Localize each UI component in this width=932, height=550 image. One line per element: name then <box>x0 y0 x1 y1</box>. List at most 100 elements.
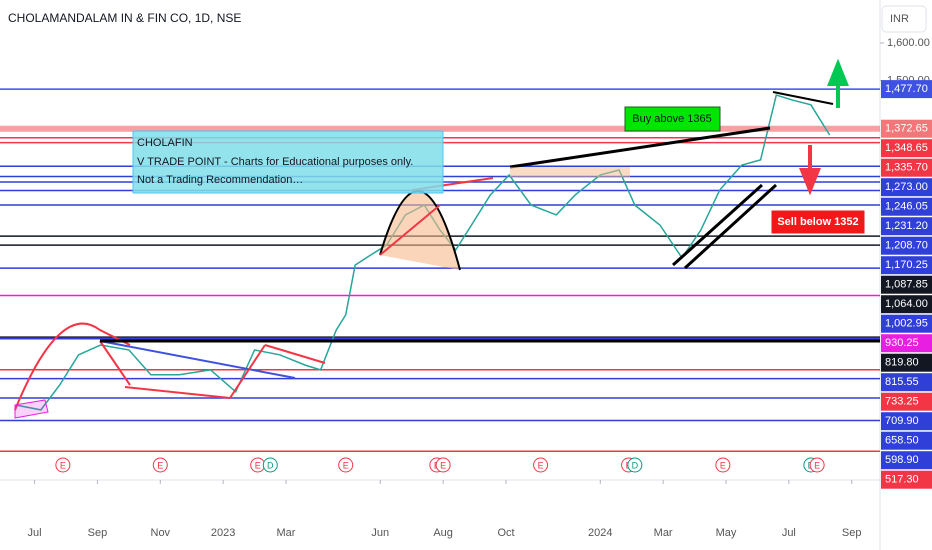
x-tick-label: Mar <box>654 527 673 539</box>
trendline <box>99 340 131 386</box>
event-label: E <box>720 460 726 470</box>
triangle <box>14 399 49 419</box>
level-label-bg <box>881 451 932 470</box>
sell-label: Sell below 1352 <box>777 216 858 228</box>
event-label: D <box>632 460 639 470</box>
x-tick-label: Mar <box>277 527 296 539</box>
x-tick-label: 2024 <box>588 527 612 539</box>
event-label: E <box>255 460 261 470</box>
x-tick-label: May <box>716 527 737 539</box>
level-label-bg <box>881 236 932 255</box>
x-tick-label: Jul <box>28 527 42 539</box>
zone <box>510 167 630 177</box>
event-marker <box>715 457 731 473</box>
level-label: 1,348.65 <box>885 142 928 154</box>
x-tick-label: Aug <box>433 527 453 539</box>
level-label-bg <box>881 353 932 372</box>
x-tick-label: Sep <box>88 527 108 539</box>
x-tick-label: Jul <box>782 527 796 539</box>
level-label: 598.90 <box>885 454 919 466</box>
trendline <box>99 340 296 379</box>
currency: INR <box>890 13 909 25</box>
up-arrow <box>827 58 849 108</box>
symbol-title: CHOLAMANDALAM IN & FIN CO, 1D, NSE <box>8 11 241 25</box>
arc <box>14 322 131 411</box>
x-tick-label: Sep <box>842 527 862 539</box>
trendline <box>379 204 441 256</box>
note-text: Not a Trading Recommendation… <box>137 174 303 186</box>
buy-label: Buy above 1365 <box>632 113 712 125</box>
event-label: E <box>157 460 163 470</box>
trendline <box>683 183 778 270</box>
x-tick-label: Oct <box>497 527 514 539</box>
level-label-bg <box>881 139 932 158</box>
level-label-bg <box>881 80 932 99</box>
level-label-bg <box>881 373 932 392</box>
down-arrow <box>799 145 821 196</box>
y-tick-label: 1,600.00 <box>887 37 930 49</box>
event-label: D <box>267 460 274 470</box>
event-marker <box>152 457 168 473</box>
sell-box <box>770 209 866 235</box>
event-marker <box>338 457 354 473</box>
note-text: CHOLAFIN <box>137 137 193 149</box>
level-label: 658.50 <box>885 435 919 447</box>
level-label-bg <box>881 334 932 353</box>
event-marker <box>627 457 643 473</box>
currency-box <box>881 5 927 33</box>
level-label: 1,231.20 <box>885 220 928 232</box>
note-text: V TRADE POINT - Charts for Educational p… <box>137 156 413 168</box>
level-label: 1,208.70 <box>885 240 928 252</box>
x-tick-label: 2023 <box>211 527 235 539</box>
level-label: 517.30 <box>885 474 919 486</box>
dome-fill <box>380 191 460 270</box>
level-label-bg <box>881 217 932 236</box>
trendline <box>229 344 266 399</box>
level-label-bg <box>881 392 932 411</box>
event-marker <box>262 457 278 473</box>
level-label: 1,064.00 <box>885 298 928 310</box>
level-label: 930.25 <box>885 337 919 349</box>
level-label: 1,335.70 <box>885 162 928 174</box>
level-label: 1,002.95 <box>885 318 928 330</box>
level-label-bg <box>881 470 932 489</box>
trendline <box>264 344 326 364</box>
level-label-bg <box>881 275 932 294</box>
level-label-bg <box>881 314 932 333</box>
event-marker <box>809 457 825 473</box>
event-label: E <box>60 460 66 470</box>
level-label: 1,246.05 <box>885 201 928 213</box>
event-label: E <box>440 460 446 470</box>
event-label: E <box>343 460 349 470</box>
level-label: 709.90 <box>885 415 919 427</box>
trendline <box>509 126 771 169</box>
event-marker <box>55 457 71 473</box>
level-label: 1,170.25 <box>885 259 928 271</box>
note-box <box>132 130 444 194</box>
level-label-bg <box>881 158 932 177</box>
level-label-bg <box>881 412 932 431</box>
level-label: 815.55 <box>885 376 919 388</box>
level-label-bg <box>881 431 932 450</box>
level-label: 1,273.00 <box>885 181 928 193</box>
trendline <box>124 386 231 399</box>
level-label-bg <box>881 256 932 275</box>
x-tick-label: Jun <box>371 527 389 539</box>
x-tick-label: Nov <box>151 527 171 539</box>
event-label: E <box>814 460 820 470</box>
event-label: E <box>538 460 544 470</box>
trendline <box>772 91 834 105</box>
level-label-bg <box>881 295 932 314</box>
event-marker <box>533 457 549 473</box>
level-label: 1,372.65 <box>885 123 928 135</box>
level-label: 1,477.70 <box>885 83 928 95</box>
level-label-bg <box>881 119 932 138</box>
level-label-bg <box>881 197 932 216</box>
level-label: 1,087.85 <box>885 279 928 291</box>
level-label: 819.80 <box>885 357 919 369</box>
event-marker <box>435 457 451 473</box>
buy-box <box>624 106 721 132</box>
